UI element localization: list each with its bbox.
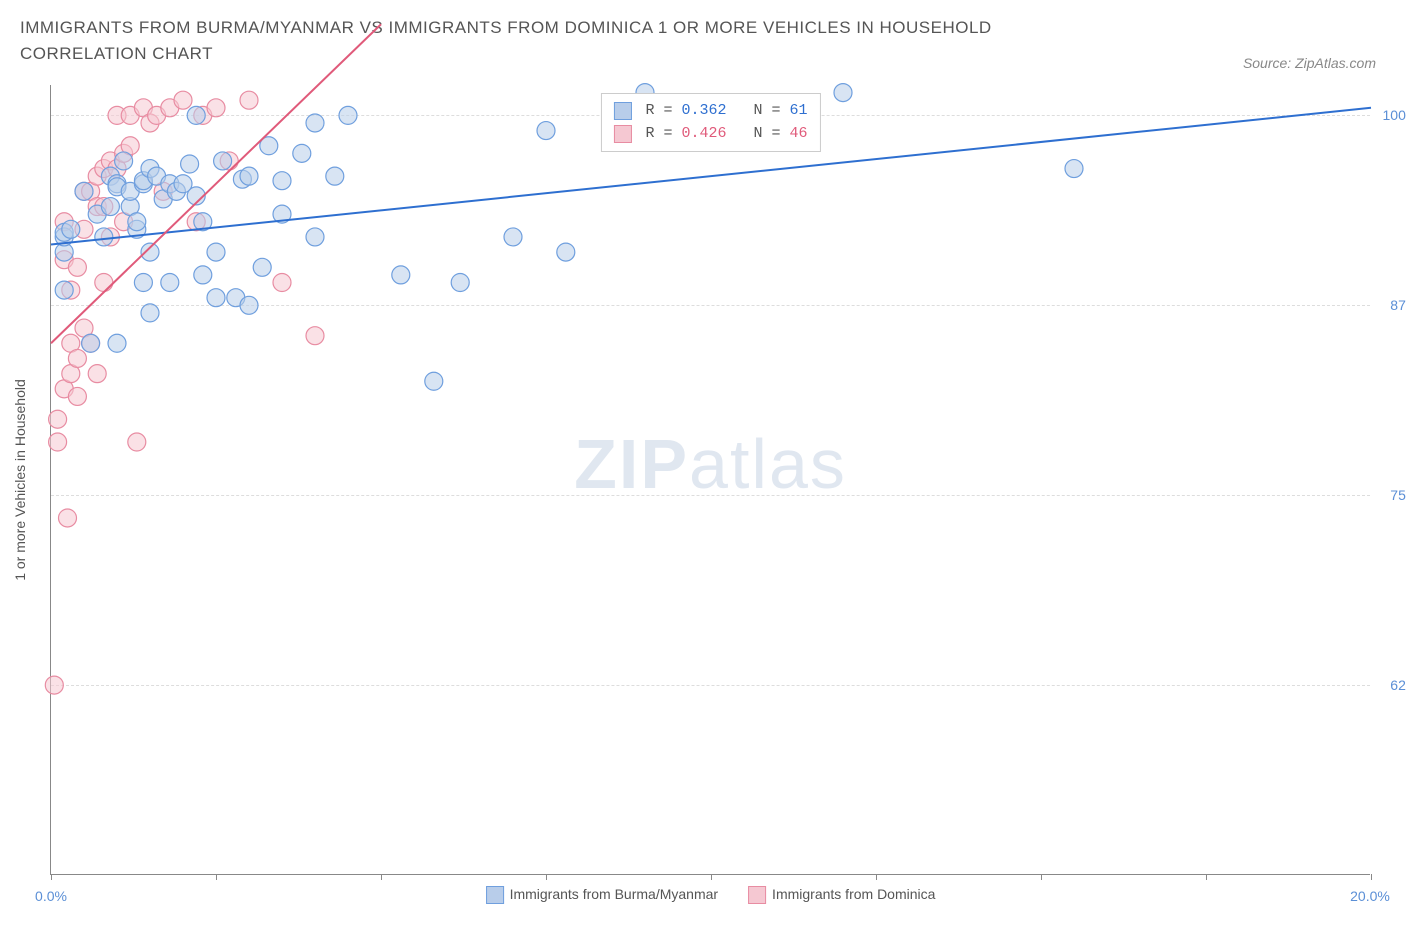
scatter-point — [68, 387, 86, 405]
scatter-point — [253, 258, 271, 276]
stat-row: R = 0.362 N = 61 — [613, 100, 807, 123]
scatter-point — [141, 304, 159, 322]
scatter-point — [128, 213, 146, 231]
y-tick-label: 100.0% — [1375, 107, 1406, 123]
scatter-point — [339, 106, 357, 124]
scatter-point — [181, 155, 199, 173]
scatter-point — [425, 372, 443, 390]
scatter-point — [306, 228, 324, 246]
scatter-point — [392, 266, 410, 284]
scatter-point — [306, 327, 324, 345]
bottom-legend: Immigrants from Burma/Myanmar Immigrants … — [486, 886, 936, 904]
scatter-point — [537, 122, 555, 140]
x-max-label: 20.0% — [1350, 888, 1390, 904]
scatter-point — [504, 228, 522, 246]
y-axis-label: 1 or more Vehicles in Household — [12, 379, 28, 581]
scatter-point — [306, 114, 324, 132]
stat-box: R = 0.362 N = 61R = 0.426 N = 46 — [600, 93, 820, 152]
legend-item: Immigrants from Dominica — [748, 886, 935, 904]
scatter-point — [68, 349, 86, 367]
scatter-point — [95, 228, 113, 246]
scatter-point — [141, 243, 159, 261]
scatter-point — [128, 433, 146, 451]
plot-wrapper: ZIPatlas 62.5%75.0%87.5%100.0% R = 0.362… — [50, 85, 1370, 875]
scatter-point — [273, 172, 291, 190]
scatter-point — [214, 152, 232, 170]
scatter-point — [95, 274, 113, 292]
scatter-point — [451, 274, 469, 292]
x-tick — [1371, 874, 1372, 880]
y-tick-label: 62.5% — [1375, 677, 1406, 693]
scatter-point — [62, 220, 80, 238]
y-tick-label: 75.0% — [1375, 487, 1406, 503]
scatter-point — [187, 106, 205, 124]
scatter-point — [240, 296, 258, 314]
scatter-point — [1065, 160, 1083, 178]
scatter-point — [55, 281, 73, 299]
scatter-point — [101, 198, 119, 216]
stat-text: R = 0.362 N = 61 — [645, 100, 807, 123]
x-min-label: 0.0% — [35, 888, 67, 904]
scatter-point — [834, 84, 852, 102]
scatter-point — [75, 182, 93, 200]
scatter-point — [59, 509, 77, 527]
source-credit: Source: ZipAtlas.com — [1243, 55, 1376, 71]
y-tick-label: 87.5% — [1375, 297, 1406, 313]
scatter-point — [240, 167, 258, 185]
legend-swatch — [748, 886, 766, 904]
stat-text: R = 0.426 N = 46 — [645, 123, 807, 146]
scatter-point — [68, 258, 86, 276]
scatter-point — [161, 274, 179, 292]
scatter-point — [293, 144, 311, 162]
stat-row: R = 0.426 N = 46 — [613, 123, 807, 146]
scatter-point — [174, 91, 192, 109]
scatter-point — [134, 274, 152, 292]
legend-label: Immigrants from Dominica — [772, 886, 935, 902]
legend-item: Immigrants from Burma/Myanmar — [486, 886, 718, 904]
scatter-point — [49, 433, 67, 451]
plot-area: ZIPatlas 62.5%75.0%87.5%100.0% R = 0.362… — [50, 85, 1370, 875]
scatter-point — [273, 274, 291, 292]
scatter-point — [82, 334, 100, 352]
scatter-svg — [51, 85, 1371, 875]
scatter-point — [207, 289, 225, 307]
scatter-point — [326, 167, 344, 185]
chart-title: IMMIGRANTS FROM BURMA/MYANMAR VS IMMIGRA… — [20, 15, 1120, 66]
legend-swatch — [613, 102, 631, 120]
scatter-point — [115, 152, 133, 170]
scatter-point — [207, 243, 225, 261]
scatter-point — [49, 410, 67, 428]
scatter-point — [557, 243, 575, 261]
scatter-point — [45, 676, 63, 694]
scatter-point — [240, 91, 258, 109]
scatter-point — [194, 266, 212, 284]
scatter-point — [207, 99, 225, 117]
legend-swatch — [486, 886, 504, 904]
scatter-point — [108, 334, 126, 352]
legend-label: Immigrants from Burma/Myanmar — [510, 886, 718, 902]
legend-swatch — [613, 125, 631, 143]
scatter-point — [88, 365, 106, 383]
